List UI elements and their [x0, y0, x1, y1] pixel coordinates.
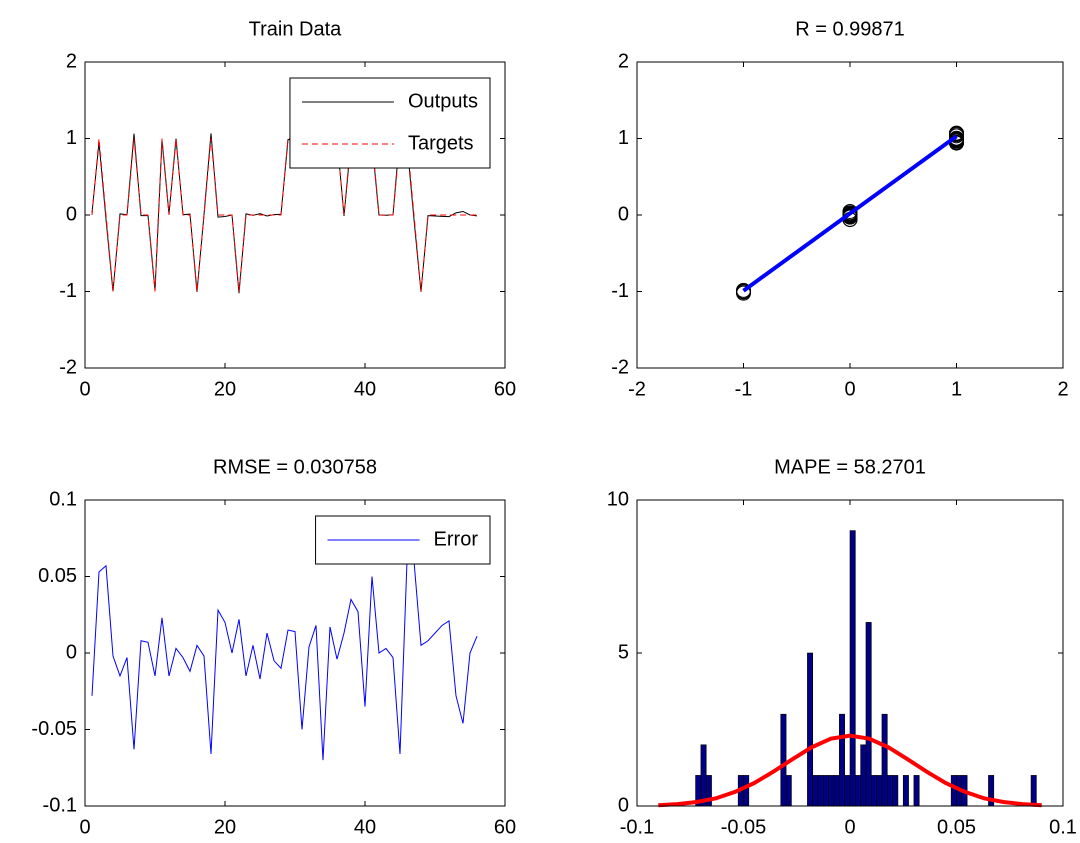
hist-bar [839, 713, 845, 807]
axes-frame [84, 499, 506, 807]
legend-label: Targets [408, 132, 474, 154]
legend: Error [315, 515, 491, 565]
chart-title: Train Data [249, 18, 343, 40]
chart-title: MAPE = 58.2701 [774, 456, 926, 478]
axes: RMSE = 0.030758 0 20 40 60 -0.1 -0.05 0 0.05 0.1 [31, 456, 516, 838]
hist-bar [844, 775, 851, 807]
x-tick-label: 40 [354, 378, 376, 400]
hist-bar [881, 713, 888, 807]
y-tick-label: 2 [66, 50, 77, 72]
y-tick-label: -2 [59, 356, 77, 378]
x-tick-label: -0.1 [620, 816, 654, 838]
hist-bar [812, 775, 819, 807]
hist-bar [700, 744, 707, 807]
y-tick-label: 1 [66, 127, 77, 149]
axes: R = 0.99871 -2 -1 0 1 2 -2 -1 0 1 2 [611, 18, 1068, 400]
y-tick-label: -1 [611, 280, 629, 302]
x-tick-label: 0 [844, 816, 855, 838]
y-tick-label: 0 [66, 203, 77, 225]
scatter-point [842, 203, 858, 219]
y-tick-label: 1 [618, 127, 629, 149]
y-tick-label: -0.1 [43, 794, 77, 816]
hist-bar [807, 652, 814, 807]
hist-bar [1030, 775, 1037, 807]
y-tick-label: 0 [618, 203, 629, 225]
axes-frame [84, 61, 506, 369]
y-tick-label: -1 [59, 280, 77, 302]
hist-bar [860, 744, 867, 807]
x-tick-label: 60 [494, 378, 516, 400]
hist-bar [828, 775, 835, 807]
x-tick-label: 0.05 [937, 816, 976, 838]
x-tick-label: 1 [951, 378, 962, 400]
hist-bar [743, 775, 750, 807]
hist-bar [817, 775, 824, 807]
x-tick-label: -0.05 [721, 816, 767, 838]
legend-label: Error [434, 528, 479, 550]
hist-bar [855, 775, 861, 807]
y-tick-label: 0 [66, 641, 77, 663]
hist-bar [886, 775, 893, 807]
hist-bar [902, 775, 909, 807]
hist-bar [876, 775, 883, 807]
chart-title: RMSE = 0.030758 [213, 456, 377, 478]
y-tick-label: -0.05 [31, 718, 77, 740]
y-tick-label: 0.1 [49, 488, 77, 510]
hist-bar [870, 775, 877, 807]
scatter-point [736, 284, 751, 300]
legend-box [289, 77, 491, 169]
x-tick-label: 2 [1057, 378, 1068, 400]
y-tick-label: 5 [618, 641, 629, 663]
x-tick-label: 40 [354, 816, 376, 838]
hist-bar [865, 622, 872, 807]
x-tick-label: 0 [79, 816, 90, 838]
fit-line [742, 134, 958, 293]
x-tick-label: -1 [735, 378, 753, 400]
hist-bar [780, 713, 787, 807]
hist-bar [892, 775, 899, 807]
x-tick-label: 60 [494, 816, 516, 838]
hist-bar [913, 775, 920, 807]
hist-bar [785, 775, 792, 807]
scatter-point [842, 208, 858, 224]
x-tick-label: 0.1 [1049, 816, 1077, 838]
series-line [91, 138, 477, 292]
legend: Outputs Targets [289, 77, 491, 169]
x-tick-label: 20 [214, 378, 236, 400]
scatter-point [949, 125, 964, 141]
hist-bar [833, 775, 840, 807]
x-tick-label: 20 [214, 816, 236, 838]
axes-frame [636, 61, 1064, 369]
x-tick-label: -2 [628, 378, 646, 400]
legend-label: Outputs [408, 90, 478, 112]
x-tick-label: 0 [79, 378, 90, 400]
x-tick-label: 0 [844, 378, 855, 400]
chart-title: R = 0.99871 [795, 18, 905, 40]
y-tick-label: 0 [618, 794, 629, 816]
y-tick-label: 2 [618, 50, 629, 72]
axes-frame [636, 499, 1064, 807]
y-tick-label: -2 [611, 356, 629, 378]
hist-bar [823, 775, 829, 807]
hist-bar [849, 530, 856, 807]
hist-bar [950, 775, 957, 807]
fit-curve [658, 733, 1042, 808]
y-tick-label: 0.05 [38, 565, 77, 587]
y-tick-label: 10 [607, 488, 629, 510]
